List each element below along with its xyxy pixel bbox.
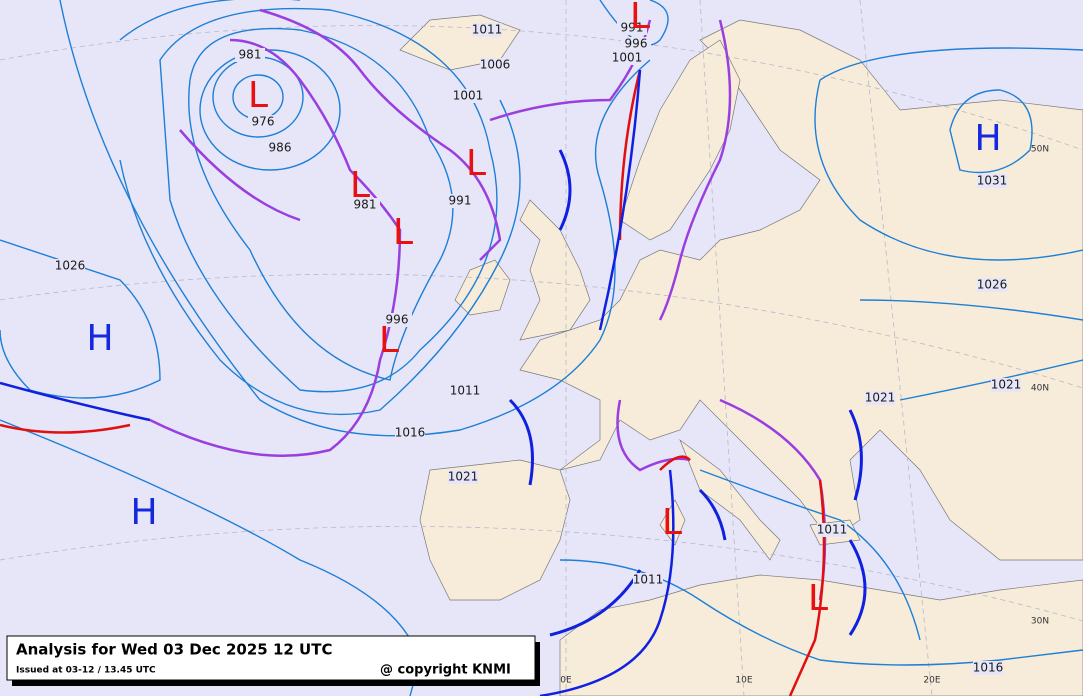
isobar-label: 1011 — [450, 384, 481, 398]
isobar-label: 1011 — [817, 523, 848, 537]
label-bg — [265, 141, 295, 155]
isobar-label: 991 — [621, 21, 644, 35]
isobar-label: 1001 — [612, 51, 643, 65]
graticule-label: 40N — [1031, 384, 1049, 394]
label-bg — [448, 470, 478, 484]
pressure-center: H — [86, 318, 113, 359]
isobar-label: 1011 — [472, 23, 503, 37]
land — [399, 14, 1083, 696]
graticule-label: 0E — [560, 676, 572, 686]
label-bg — [55, 259, 85, 273]
copyright: @ copyright KNMI — [380, 663, 511, 678]
pressure-center: L — [662, 502, 682, 543]
label-bg — [633, 573, 663, 587]
isobar-label: 1016 — [395, 426, 426, 440]
label-bg — [991, 378, 1021, 392]
label-bg — [617, 21, 647, 35]
legend-panel — [6, 635, 536, 681]
label-bg — [977, 174, 1007, 188]
pressure-center: H — [974, 118, 1001, 159]
pressure-center: L — [393, 212, 413, 253]
label-bg — [621, 37, 651, 51]
pressure-center: L — [466, 143, 486, 184]
pressure-center: H — [130, 492, 157, 533]
isobar-label: 1026 — [977, 278, 1008, 292]
label-bg — [248, 115, 278, 129]
isobar-label: 1011 — [633, 573, 664, 587]
label-bg — [865, 391, 895, 405]
isobar-label: 1026 — [55, 259, 86, 273]
issued-time: Issued at 03-12 / 13.45 UTC — [16, 666, 156, 676]
legend-title: Analysis for Wed 03 Dec 2025 12 UTC — [16, 641, 332, 659]
isobar-label: 1021 — [448, 470, 479, 484]
isobar-label: 1021 — [865, 391, 896, 405]
label-bg — [382, 313, 412, 327]
isobar-label: 986 — [269, 141, 292, 155]
isobar-label: 996 — [625, 37, 648, 51]
label-bg — [817, 523, 847, 537]
isobar-label: 1006 — [480, 58, 511, 72]
label-bg — [235, 48, 265, 62]
isobar-label: 1021 — [991, 378, 1022, 392]
isobar-label: 976 — [252, 115, 275, 129]
label-bg — [472, 23, 502, 37]
label-bg — [395, 426, 425, 440]
legend-box: Analysis for Wed 03 Dec 2025 12 UTC Issu… — [6, 635, 540, 686]
label-bg — [450, 384, 480, 398]
graticule-label: 50N — [1031, 145, 1049, 155]
label-bg — [480, 58, 510, 72]
graticule-label: 10E — [735, 676, 752, 686]
pressure-center: L — [630, 0, 650, 37]
isobar-label: 981 — [239, 48, 262, 62]
isobar-label: 1016 — [973, 661, 1004, 675]
graticule-label: 20E — [923, 676, 940, 686]
graticule-label: 30N — [1031, 617, 1049, 627]
isobar-label: 996 — [386, 313, 409, 327]
label-bg — [350, 198, 380, 212]
isobar-label: 991 — [449, 194, 472, 208]
isobar-label: 981 — [354, 198, 377, 212]
label-bg — [453, 89, 483, 103]
pressure-center: L — [379, 320, 399, 361]
isobar-label: 1031 — [977, 174, 1008, 188]
pressure-center: L — [350, 165, 370, 206]
pressure-center: L — [808, 578, 828, 619]
label-bg — [973, 661, 1003, 675]
pressure-center: L — [248, 75, 268, 116]
label-bg — [977, 278, 1007, 292]
isobar-label: 1001 — [453, 89, 484, 103]
label-bg — [612, 51, 642, 65]
label-bg — [445, 194, 475, 208]
